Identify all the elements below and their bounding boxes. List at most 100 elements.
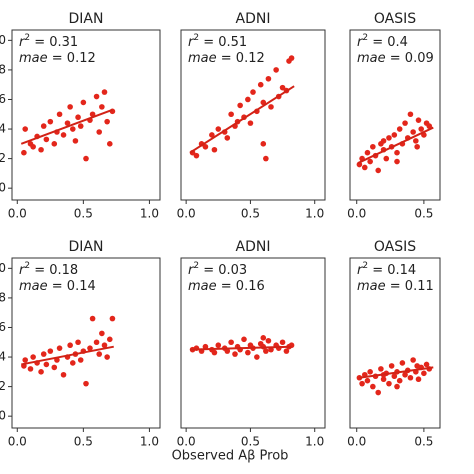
data-point [396,377,403,384]
data-point [396,126,403,132]
data-point [228,111,234,118]
data-point [56,111,63,118]
data-point [263,348,269,354]
panel-title: ADNI [236,11,271,27]
data-point [273,67,279,73]
panel-title: DIAN [69,239,104,255]
data-point [83,155,89,162]
data-point [410,129,416,135]
data-point [260,335,267,341]
stat-value: = 0.12 [217,51,265,66]
stat-symbol: r [19,35,26,50]
data-point [359,380,365,387]
stat-text: r2 = 0.03 [188,261,247,278]
y-tick-label: 0.0 [0,181,6,195]
data-point [106,336,113,343]
data-point [22,357,29,363]
data-point [77,123,84,129]
panel-title: OASIS [374,11,416,27]
data-point [87,345,93,351]
data-point [279,84,286,91]
data-point [247,120,254,126]
data-point [241,336,247,343]
data-point [93,93,100,100]
stat-text: mae = 0.16 [188,279,265,294]
data-point [407,374,414,381]
data-point [402,120,408,126]
data-point [99,104,105,110]
y-tick-label: 0.6 [0,320,6,334]
data-point [386,135,392,141]
stat-value: = 0.03 [199,263,247,278]
data-point [60,132,67,138]
stat-value: = 0.09 [386,51,434,66]
data-point [83,380,89,387]
data-point [383,155,390,162]
data-point [375,167,382,174]
stat-value: = 0.14 [48,279,96,294]
stat-superscript: 2 [24,261,30,271]
data-point [268,104,274,110]
x-tick-label: 0.0 [177,207,196,221]
data-point [67,342,73,349]
data-point [364,149,371,156]
y-tick-label: 0.4 [0,122,6,136]
data-point [67,104,73,110]
data-point [367,158,373,165]
data-point [47,118,54,125]
stat-superscript: 2 [362,261,368,271]
data-point [27,366,34,372]
stat-symbol: mae [357,279,386,294]
x-tick-label: 0.0 [177,435,196,449]
fit-line [21,345,114,366]
data-point [40,123,47,129]
stat-text: mae = 0.12 [19,51,96,66]
data-point [43,136,50,143]
stat-superscript: 2 [24,33,30,43]
stat-text: r2 = 0.18 [19,261,78,278]
data-point [364,377,371,384]
data-point [421,370,427,377]
data-point [209,132,215,138]
data-point [254,354,260,360]
data-point [388,363,395,369]
stat-symbol: mae [188,279,217,294]
stat-symbol: r [357,35,364,50]
stat-value: = 0.51 [199,35,247,50]
stat-text: mae = 0.09 [357,51,434,66]
data-point [224,348,231,354]
data-point [279,339,286,346]
panel-title: DIAN [69,11,104,27]
data-point [77,357,84,363]
data-point [386,380,392,387]
data-point [245,349,251,356]
data-point [375,389,382,396]
stat-text: r2 = 0.14 [357,261,416,278]
stat-value: = 0.14 [368,263,416,278]
stat-text: mae = 0.11 [357,279,434,294]
stat-value: = 0.12 [48,51,96,66]
data-point [69,126,76,132]
data-point [30,143,36,150]
y-tick-label: 1.0 [0,33,6,47]
stat-text: mae = 0.14 [19,279,96,294]
x-tick-label: 0.0 [347,207,366,221]
stat-value: = 0.18 [30,263,78,278]
data-point [288,55,295,61]
data-point [228,339,234,346]
data-point [265,337,272,344]
stat-superscript: 2 [193,33,199,43]
data-point [30,354,36,360]
data-point [104,118,110,125]
stat-text: r2 = 0.4 [357,33,408,50]
data-point [56,345,63,351]
stat-value: = 0.11 [386,279,434,294]
data-point [202,343,209,350]
stat-symbol: mae [357,51,386,66]
data-point [356,161,363,168]
axes-frame [11,29,161,201]
data-point [245,96,251,103]
data-point [93,339,100,346]
data-point [413,138,419,144]
data-point [89,315,96,322]
